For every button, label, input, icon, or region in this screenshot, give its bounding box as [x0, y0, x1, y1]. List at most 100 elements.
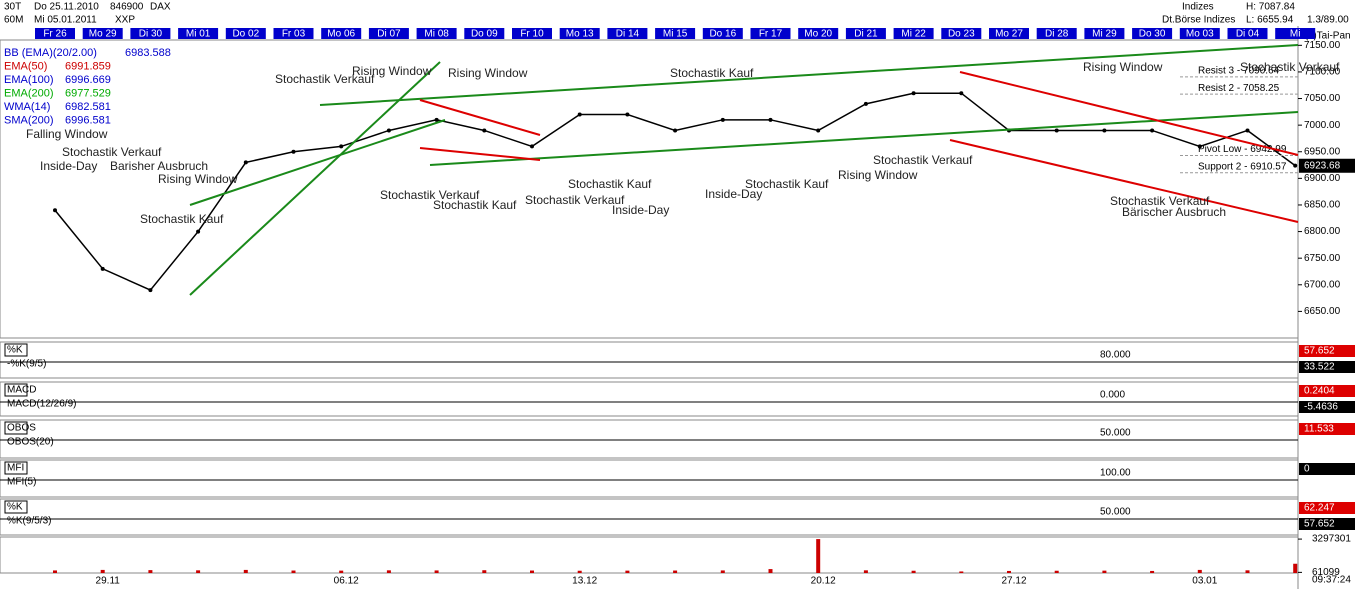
- day-box: [1275, 28, 1316, 39]
- date-label: 27.12: [1001, 576, 1026, 587]
- y-tick-label: 7050.00: [1304, 93, 1341, 104]
- volume-bar: [386, 570, 391, 573]
- name: DAX: [150, 2, 171, 13]
- annotation: Rising Window: [1083, 60, 1163, 74]
- level-label: Resist 2 - 7058.25: [1198, 83, 1280, 94]
- volume-bar: [911, 570, 916, 573]
- day-label: Fr 03: [282, 29, 306, 40]
- panel-label: MFI: [7, 463, 24, 474]
- day-label: Di 30: [139, 29, 163, 40]
- trend-line: [419, 99, 541, 136]
- readout-box: [1299, 385, 1355, 397]
- date-label: 20.12: [811, 576, 836, 587]
- y-tick-label: 7000.00: [1304, 120, 1341, 131]
- day-label: Mo 03: [1186, 29, 1214, 40]
- trend-line: [189, 119, 446, 206]
- last-price: 6923.68: [1304, 160, 1341, 171]
- low: L: 6655.94: [1246, 15, 1294, 26]
- annotation: Inside-Day: [612, 203, 669, 217]
- annotation: Stochastik Kauf: [140, 212, 224, 226]
- group: Indizes: [1182, 2, 1214, 13]
- volume-bar: [434, 570, 439, 573]
- reference-level: 50.000: [1100, 507, 1131, 518]
- panel-label: %K: [7, 345, 23, 356]
- day-box: [702, 28, 743, 39]
- annotation: Stochastik Verkauf: [1240, 60, 1340, 74]
- day-label: Mo 06: [327, 29, 355, 40]
- volume-bar: [339, 570, 344, 573]
- annotation: Barisher Ausbruch: [110, 159, 208, 173]
- volume-bar: [482, 570, 487, 573]
- annotation: Stochastik Kauf: [745, 177, 829, 191]
- day-label: Di 04: [1236, 29, 1260, 40]
- date-label: 06.12: [334, 576, 359, 587]
- ratio: 1.3/89.00: [1307, 15, 1349, 26]
- close-point: [482, 128, 487, 133]
- readout: 33.522: [1304, 362, 1335, 373]
- annotation: Stochastik Kauf: [433, 198, 517, 212]
- day-box: [655, 28, 696, 39]
- annotation: Stochastik Verkauf: [275, 72, 375, 86]
- close-point: [577, 112, 582, 117]
- day-box: [512, 28, 552, 39]
- volume-bar: [243, 569, 248, 573]
- panel-label-box: [4, 500, 28, 514]
- readout: -5.4636: [1304, 402, 1338, 413]
- day-box: [1179, 28, 1220, 39]
- panel-label-box: [4, 343, 28, 357]
- code: 846900: [110, 2, 144, 13]
- level-label: Support 2 - 6910.57: [1198, 161, 1287, 172]
- volume-tick-label: 3297301: [1312, 534, 1351, 545]
- day-box: [416, 28, 457, 39]
- readout-box: [1299, 518, 1355, 530]
- day-label: Di 14: [616, 29, 640, 40]
- day-box: [225, 28, 266, 39]
- day-box: [941, 28, 982, 39]
- indicator-value: 6996.669: [65, 74, 111, 86]
- day-label: Di 07: [377, 29, 401, 40]
- indicator-name: EMA(50): [4, 60, 47, 72]
- high: H: 7087.84: [1246, 2, 1295, 13]
- volume-bar: [1293, 563, 1298, 573]
- readout: 0.2404: [1304, 386, 1335, 397]
- day-box: [1036, 28, 1077, 39]
- day-box: [989, 28, 1029, 39]
- close-point: [911, 91, 916, 96]
- y-tick-label: 6900.00: [1304, 173, 1341, 184]
- day-box: [559, 28, 600, 39]
- day-label: Di 21: [854, 29, 878, 40]
- volume-bar: [959, 571, 964, 573]
- day-label: Mi 08: [424, 29, 449, 40]
- close-point: [196, 229, 201, 234]
- panel-name: MACD(12/26/9): [7, 399, 76, 410]
- panel-label-box: [4, 383, 28, 397]
- trend-line: [319, 44, 1299, 106]
- readout-box: [1299, 361, 1355, 373]
- day-label: Mo 20: [804, 29, 832, 40]
- close-point: [768, 117, 773, 122]
- close-point: [625, 112, 630, 117]
- annotation: Rising Window: [838, 168, 918, 182]
- reference-level: 80.000: [1100, 350, 1131, 361]
- annotation: Stochastik Verkauf: [62, 145, 162, 159]
- brand: (c)Tai-Pan: [1305, 31, 1351, 42]
- y-tick-label: 6650.00: [1304, 306, 1341, 317]
- last-price-box: [1299, 158, 1355, 173]
- indicator-name: BB (EMA)(20/2.00): [4, 47, 97, 59]
- close-point: [1054, 128, 1059, 133]
- volume-bar: [291, 570, 296, 573]
- day-label: Mi 22: [901, 29, 926, 40]
- annotation: Stochastik Verkauf: [1110, 194, 1210, 208]
- day-box: [893, 28, 934, 39]
- annotation: Rising Window: [352, 64, 432, 78]
- close-point: [1197, 144, 1202, 149]
- reference-level: 50.000: [1100, 428, 1131, 439]
- day-box: [1227, 28, 1268, 39]
- close-point: [100, 266, 105, 271]
- close-point: [434, 117, 439, 122]
- day-box: [273, 28, 314, 39]
- annotation: Rising Window: [448, 66, 528, 80]
- close-point: [339, 144, 344, 149]
- day-box: [1132, 28, 1173, 39]
- day-box: [607, 28, 648, 39]
